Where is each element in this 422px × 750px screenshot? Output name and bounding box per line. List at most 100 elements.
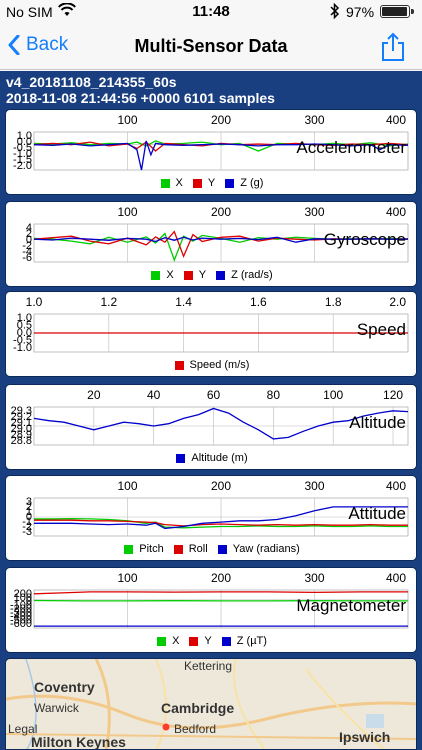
x-tick-label: 400 [386, 571, 406, 585]
y-tick-label: 200 [14, 588, 32, 600]
gyroscope-chart-title: Gyroscope [323, 230, 406, 249]
legend-swatch [217, 544, 227, 554]
accelerometer-series-line [33, 140, 409, 171]
accelerometer-chart: 100 200 300 400 1.00.0-0.5-1.0-1.5-2.0 [13, 113, 409, 172]
magnetometer-legend: X Y Z (µT) [6, 635, 416, 647]
x-tick-label: 400 [386, 479, 406, 493]
x-tick-label: 40 [147, 388, 161, 402]
x-tick-label: 1.0 [26, 295, 43, 309]
legend-label: Y [198, 269, 207, 281]
legend-swatch [176, 453, 186, 463]
x-tick-label: 60 [207, 388, 221, 402]
legend-item: Z (g) [225, 177, 263, 189]
legend-label: Y [204, 635, 212, 647]
x-tick-label: 20 [87, 388, 101, 402]
y-tick-label: -0.5 [13, 142, 32, 154]
legend-swatch [192, 178, 202, 188]
y-tick-label: 4 [26, 222, 32, 234]
back-button[interactable]: Back [8, 34, 68, 56]
y-tick-label: -100 [10, 599, 32, 611]
x-tick-label: 100 [117, 113, 137, 127]
accelerometer-chart-panel[interactable]: 100 200 300 400 1.0 0.0 -0.5 -1.0 -1.5 -2.0 Accele… [5, 109, 417, 195]
legend-label: Z (rad/s) [231, 269, 273, 281]
y-tick-label: 100 [14, 592, 32, 604]
y-tick-label: -1.5 [13, 154, 32, 166]
altitude-series-line [33, 407, 409, 440]
y-tick-label: -1 [22, 516, 32, 528]
legend-item: Z (µT) [221, 635, 267, 647]
speed-chart: 1.0 1.2 1.4 1.6 1.8 2.01.00.50.0-0.5-1.0 [13, 295, 409, 354]
speed-legend: Speed (m/s) [6, 359, 416, 371]
legend-swatch [225, 178, 235, 188]
wifi-icon [58, 3, 76, 16]
legend-swatch [173, 544, 183, 554]
y-tick-label: 29.3 [11, 405, 32, 417]
page-title: Multi-Sensor Data [134, 36, 288, 56]
attitude-chart-panel[interactable]: 100 200 300 400 3 2 1 0 -1 -2 -3 Attitude Pitch Roll Y… [5, 475, 417, 561]
clock: 11:48 [192, 3, 230, 20]
session-file-name: v4_20181108_214355_60s [6, 74, 177, 90]
legend-swatch [221, 636, 231, 646]
altitude-chart-panel[interactable]: 20 40 60 80 100 120 29.3 29.2 29.1 29.0 28.9 28.8 Al… [5, 384, 417, 470]
legend-label: X [166, 269, 174, 281]
map-place-label: Cambridge [161, 700, 235, 716]
legend-label: X [175, 177, 183, 189]
y-tick-label: 28.9 [11, 429, 32, 441]
x-tick-label: 200 [211, 479, 231, 493]
accelerometer-legend: X Y Z (g) [6, 177, 416, 189]
y-tick-label: -6 [22, 252, 32, 264]
y-tick-label: -4 [22, 246, 32, 258]
magnetometer-chart-panel[interactable]: 100 200 300 400 200 100 0 -100 -200 -300 -400 -500-… [5, 567, 417, 653]
sensor-data-view[interactable]: v4_20181108_214355_60s 2018-11-08 21:44:… [0, 71, 422, 750]
x-tick-label: 100 [323, 388, 343, 402]
magnetometer-series-line [33, 591, 408, 595]
y-tick-label: -0.5 [13, 335, 32, 347]
battery-icon [380, 5, 414, 18]
y-tick-label: 1.0 [17, 312, 32, 324]
y-tick-label: -1.0 [13, 342, 32, 354]
x-tick-label: 1.2 [100, 295, 117, 309]
x-tick-label: 300 [304, 113, 324, 127]
x-tick-label: 400 [386, 205, 406, 219]
legend-item: Y [189, 635, 212, 647]
legend-swatch [189, 636, 199, 646]
gyroscope-legend: X Y Z (rad/s) [6, 269, 416, 281]
legend-swatch [151, 270, 161, 280]
map-place-label: Legal [8, 722, 38, 736]
navigation-bar: Back Multi-Sensor Data [0, 24, 422, 70]
y-tick-label: -2 [22, 240, 32, 252]
legend-item: X [151, 269, 174, 281]
y-tick-label: -300 [10, 607, 32, 619]
y-tick-label: 2 [26, 501, 32, 513]
y-tick-label: 29.2 [11, 411, 32, 423]
share-icon[interactable] [380, 32, 406, 62]
speed-chart-title: Speed [356, 320, 406, 339]
attitude-chart-title: Attitude [348, 504, 406, 523]
accelerometer-series-line [33, 140, 409, 152]
legend-label: Z (g) [240, 177, 264, 189]
attitude-series-line [34, 506, 408, 530]
legend-item: Yaw (radians) [217, 543, 300, 555]
x-tick-label: 120 [383, 388, 403, 402]
y-tick-label: 0 [26, 234, 32, 246]
map-place-label: Bedford [174, 722, 217, 736]
y-tick-label: 3 [26, 496, 32, 508]
y-tick-label: 28.8 [11, 435, 32, 447]
gyroscope-series-line [33, 236, 408, 243]
legend-label: Y [207, 177, 216, 189]
battery-percent: 97% [346, 4, 375, 20]
x-tick-label: 100 [117, 571, 137, 585]
gyroscope-chart-panel[interactable]: 100 200 300 400 4 2 0 -2 -4 -6 Gyroscope X Y Z (rad/s… [5, 201, 417, 287]
legend-swatch [157, 636, 167, 646]
y-tick-label: 0.0 [17, 327, 32, 339]
legend-label: X [172, 635, 180, 647]
x-tick-label: 200 [211, 205, 231, 219]
x-tick-label: 80 [267, 388, 281, 402]
x-tick-label: 200 [211, 113, 231, 127]
x-tick-label: 2.0 [389, 295, 406, 309]
speed-chart-panel[interactable]: 1.0 1.2 1.4 1.6 1.8 2.0 1.0 0.5 0.0 -0.5 -1.0 Speed… [5, 291, 417, 377]
legend-label: Z (µT) [236, 635, 267, 647]
route-map[interactable]: Kettering Coventry Warwick Cambridge Bedford… [5, 658, 417, 750]
legend-item: X [160, 177, 183, 189]
